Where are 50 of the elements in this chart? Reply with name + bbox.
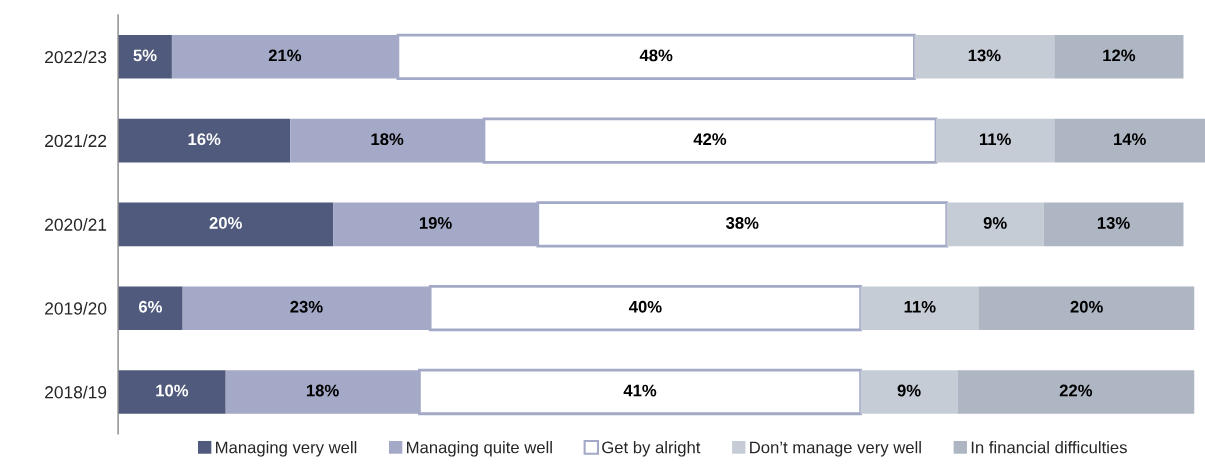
bar (118, 202, 334, 247)
bar (979, 286, 1195, 330)
legend-label: Don’t manage very well (750, 441, 921, 457)
bar (118, 35, 172, 79)
data-label: 10% (156, 384, 189, 397)
data-label: 13% (1097, 217, 1130, 229)
bar (914, 35, 1055, 79)
y-tick-label: 2021/22 (45, 134, 107, 148)
data-label: 16% (188, 133, 221, 146)
bar (1043, 202, 1184, 247)
data-label: 9% (897, 384, 921, 397)
data-label: 11% (904, 300, 936, 313)
bar (860, 370, 958, 414)
data-label: 11% (979, 133, 1011, 146)
data-label: 18% (371, 133, 404, 146)
data-label: 41% (623, 384, 657, 397)
data-label: 21% (268, 49, 302, 62)
bar (935, 118, 1055, 163)
bar (860, 286, 980, 330)
legend-label: Managing quite well (407, 441, 552, 457)
bar (946, 202, 1044, 247)
data-label: 48% (639, 49, 673, 62)
data-label: 19% (419, 217, 452, 229)
y-tick-label: 2020/21 (45, 218, 107, 231)
data-label: 14% (1114, 133, 1146, 146)
legend-label: Managing very well (216, 441, 357, 457)
y-tick-label: 2022/23 (45, 50, 107, 64)
bar (1054, 118, 1205, 163)
bar (118, 286, 183, 330)
data-label: 20% (209, 217, 242, 229)
legend-label: In financial difficulties (971, 441, 1127, 454)
bar (118, 370, 226, 414)
data-label: 18% (306, 384, 339, 397)
data-label: 20% (1070, 300, 1103, 313)
data-label: 12% (1103, 49, 1136, 62)
data-label: 22% (1059, 384, 1093, 397)
legend-label: Get by alright (602, 441, 701, 457)
bar (118, 118, 291, 163)
bar (957, 370, 1195, 414)
data-label: 23% (290, 300, 323, 313)
data-label: 9% (983, 217, 1007, 229)
data-label: 6% (138, 300, 162, 313)
data-label: 40% (628, 300, 662, 313)
data-label: 5% (133, 49, 157, 62)
y-tick-label: 2018/19 (45, 385, 107, 399)
bar (1054, 35, 1184, 79)
y-tick-label: 2019/20 (45, 301, 107, 315)
data-label: 38% (725, 217, 759, 229)
data-label: 42% (693, 133, 727, 146)
data-label: 13% (968, 49, 1001, 62)
